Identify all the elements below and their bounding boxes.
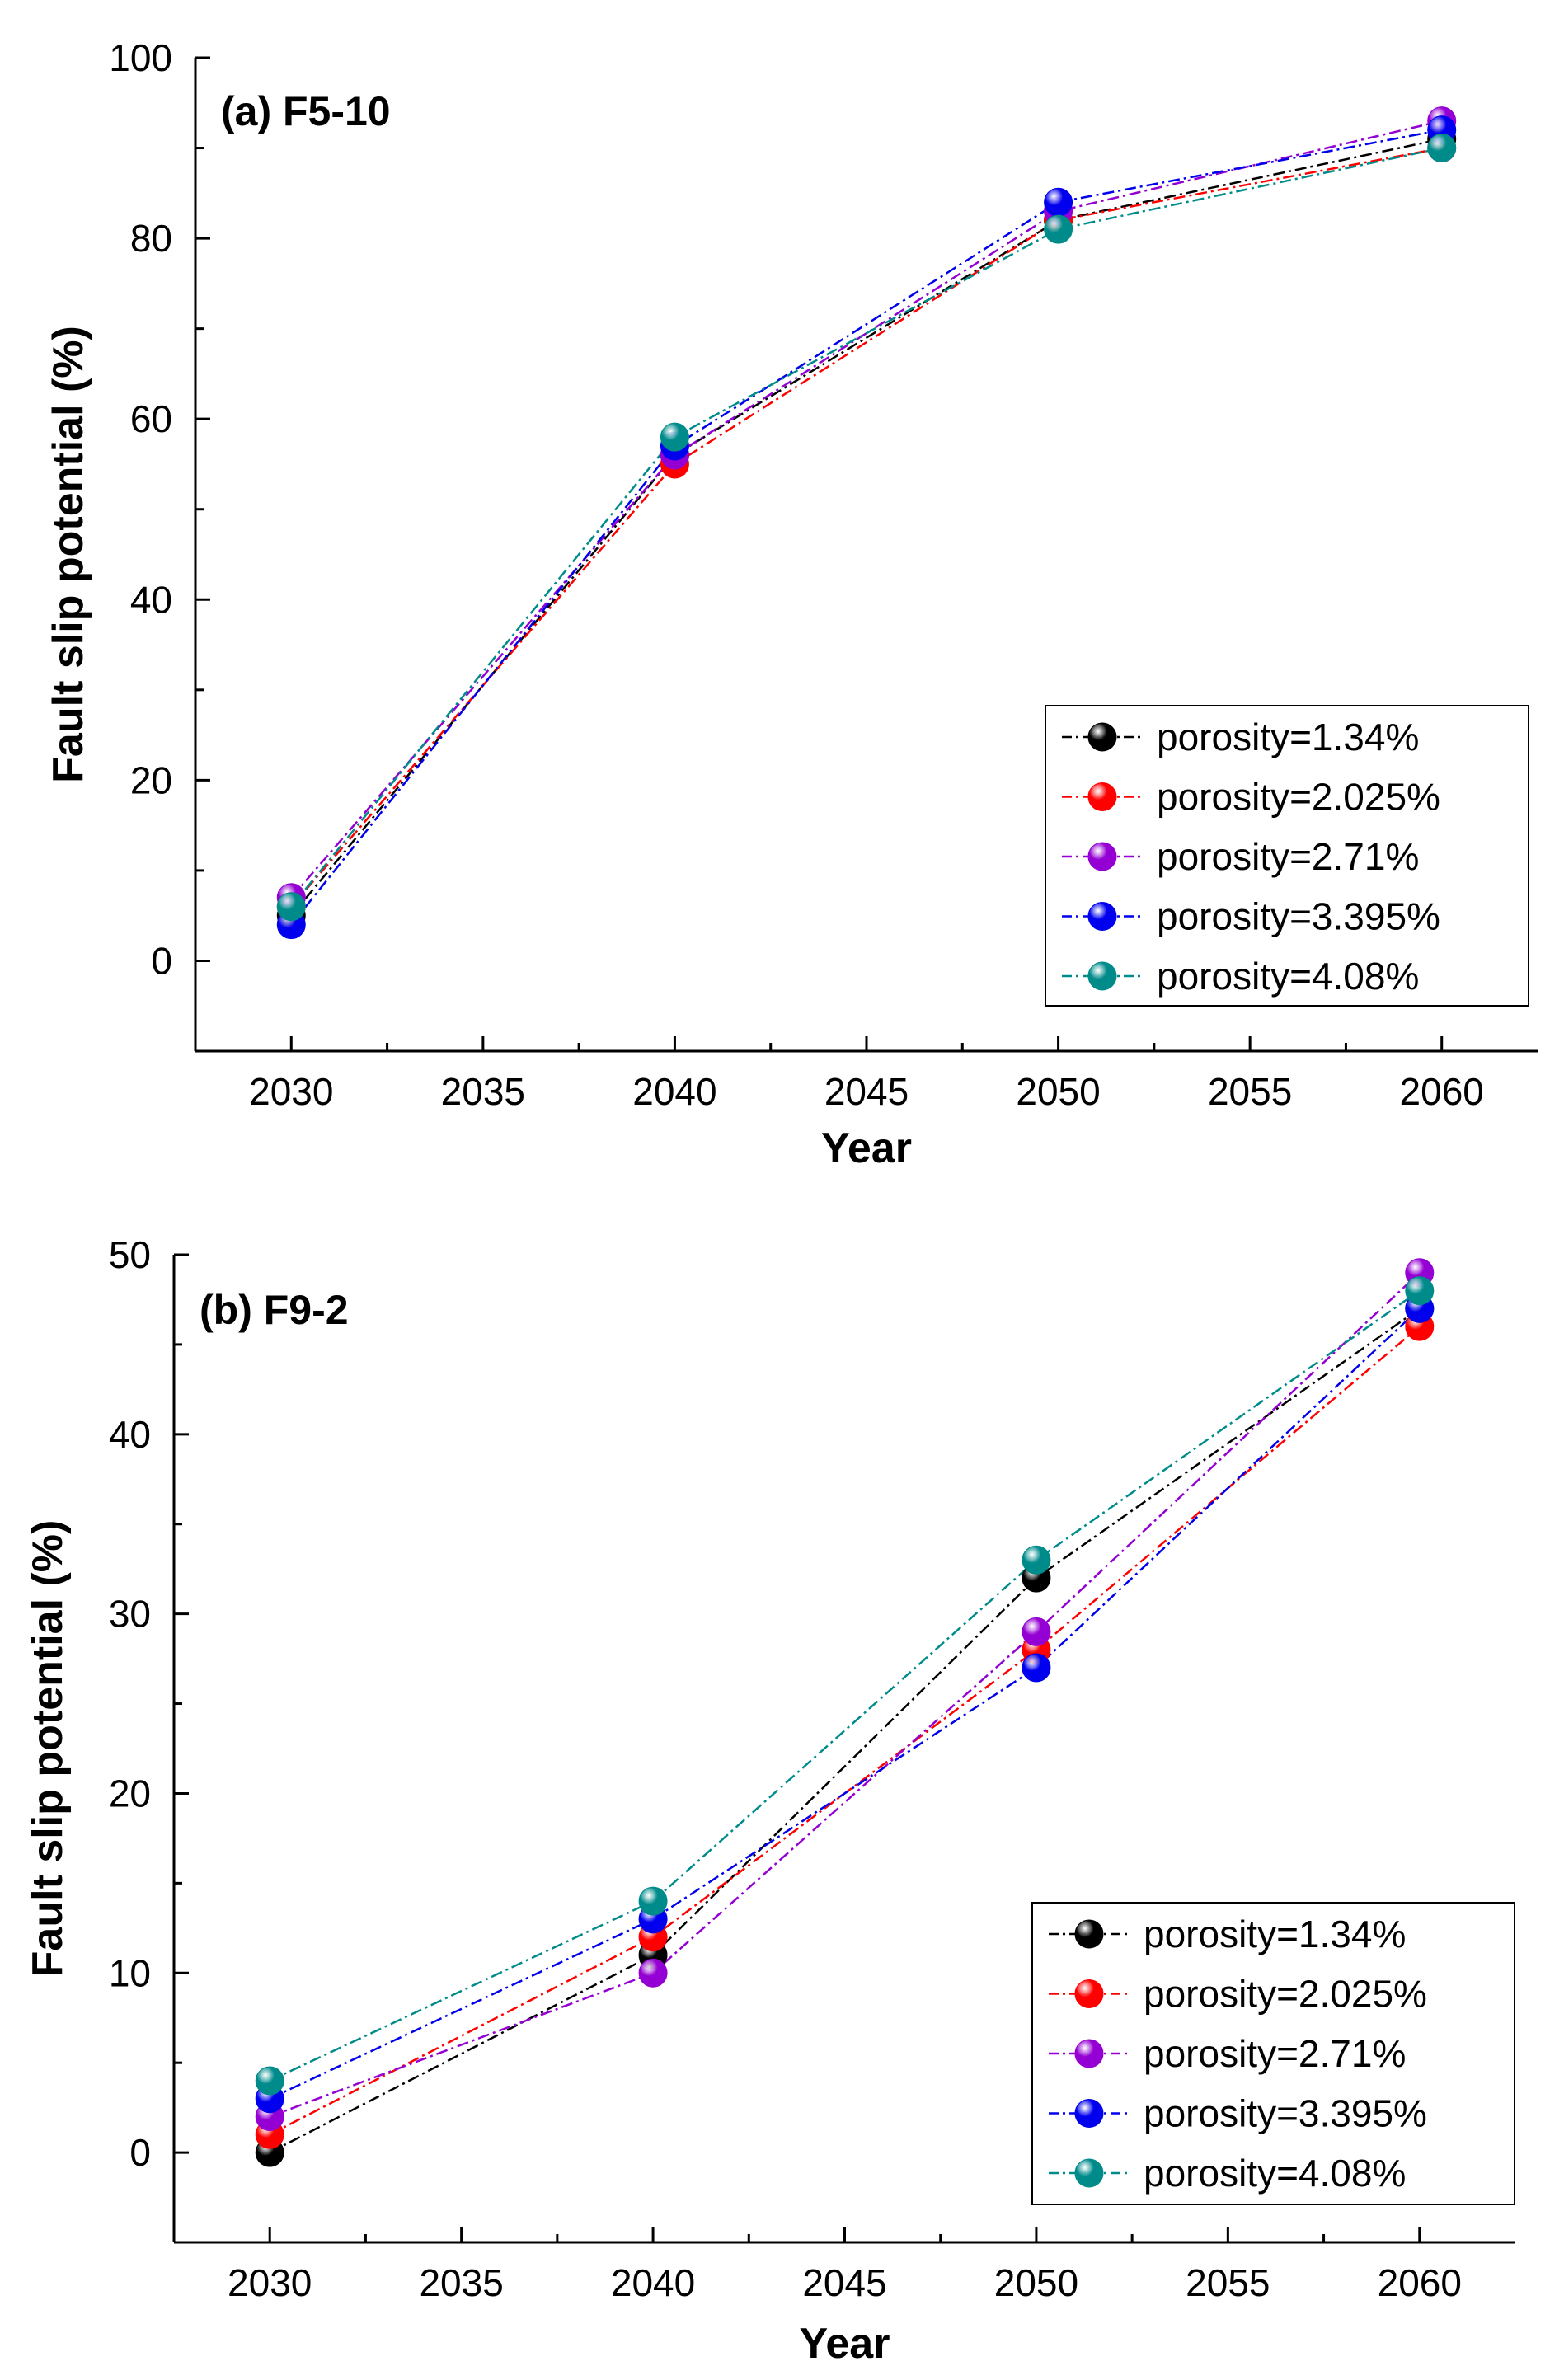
series-line-5: [290, 147, 1442, 908]
y-tick-label: 20: [130, 758, 172, 801]
x-tick-label: 2050: [1016, 1070, 1100, 1113]
legend-label-2: porosity=2.025%: [1144, 1973, 1427, 2016]
y-tick-label: 10: [109, 1951, 151, 1994]
legend-label-2: porosity=2.025%: [1157, 776, 1440, 819]
legend-marker-5: [1087, 961, 1117, 991]
series-line-4: [290, 129, 1442, 926]
data-point-series-5: [1405, 1276, 1435, 1306]
legend-marker-5: [1074, 2158, 1104, 2188]
legend-marker-1: [1074, 1919, 1104, 1949]
legend-label-1: porosity=1.34%: [1144, 1913, 1406, 1955]
x-axis-title: Year: [800, 2320, 890, 2368]
y-tick-label: 20: [109, 1772, 151, 1814]
y-tick-label: 50: [109, 1233, 151, 1276]
chart-title: (b) F9-2: [200, 1287, 349, 1333]
series-line-4: [269, 1307, 1421, 2100]
x-tick-label: 2040: [632, 1070, 716, 1113]
legend-marker-4: [1074, 2099, 1104, 2128]
legend-marker-4: [1087, 902, 1117, 931]
legend-label-5: porosity=4.08%: [1157, 955, 1419, 998]
data-point-series-5: [638, 1886, 668, 1916]
legend-marker-3: [1087, 842, 1117, 871]
legend-label-3: porosity=2.71%: [1144, 2032, 1406, 2075]
chart-panel-a: 2030 2035 2040 2045 2050 2055 2060 0 20 40 60 80 100…: [0, 0, 1564, 1187]
x-tick-label: 2045: [802, 2261, 886, 2304]
legend-marker-2: [1087, 782, 1117, 811]
data-point-series-5: [660, 422, 689, 452]
chart-title: (a) F5-10: [221, 88, 391, 134]
y-tick-label: 30: [109, 1593, 151, 1636]
y-tick-label: 0: [129, 2131, 151, 2174]
chart-b-svg: 2030 2035 2040 2045 2050 2055 206001020304050Y…: [24, 1233, 1515, 2368]
y-tick-label: 60: [130, 397, 172, 440]
x-tick-label: 2035: [441, 1070, 525, 1113]
x-tick-label: 2030: [228, 2261, 312, 2304]
data-point-series-4: [1022, 1653, 1051, 1683]
legend-marker-3: [1074, 2039, 1104, 2068]
legend-label-5: porosity=4.08%: [1144, 2152, 1406, 2195]
legend-label-3: porosity=2.71%: [1157, 835, 1419, 878]
legend-label-4: porosity=3.395%: [1157, 895, 1440, 938]
y-axis-title: Fault slip potential (%): [24, 1520, 72, 1978]
x-axis-title: Year: [821, 1124, 912, 1172]
x-tick-label: 2030: [249, 1070, 333, 1113]
series-line-3: [269, 1271, 1421, 2118]
series-line-5: [269, 1289, 1421, 2082]
x-tick-label: 2055: [1186, 2261, 1270, 2304]
x-tick-label: 2035: [419, 2261, 503, 2304]
legend-marker-1: [1087, 722, 1117, 752]
data-point-series-3: [638, 1958, 668, 1988]
x-tick-label: 2050: [994, 2261, 1078, 2304]
x-tick-label: 2060: [1400, 1070, 1484, 1113]
x-tick-label: 2045: [824, 1070, 909, 1113]
data-point-series-5: [276, 892, 306, 922]
y-tick-label: 40: [109, 1413, 151, 1456]
x-tick-label: 2040: [611, 2261, 695, 2304]
y-tick-label: 40: [130, 578, 172, 621]
data-point-series-5: [1044, 214, 1073, 244]
y-tick-label: 100: [109, 36, 172, 79]
data-point-series-5: [255, 2066, 284, 2096]
y-tick-label: 0: [151, 939, 172, 982]
x-tick-label: 2055: [1208, 1070, 1292, 1113]
series-line-1: [269, 1307, 1421, 2154]
y-axis-title: Fault slip potential (%): [45, 326, 92, 783]
y-tick-label: 80: [130, 217, 172, 260]
x-tick-label: 2060: [1378, 2261, 1462, 2304]
legend-label-1: porosity=1.34%: [1157, 716, 1419, 758]
data-point-series-5: [1427, 134, 1457, 163]
data-point-series-3: [1022, 1617, 1051, 1646]
chart-panel-b: 2030 2035 2040 2045 2050 2055 2060 0 10 20 30 40 50 Y…: [0, 1187, 1564, 2380]
legend-marker-2: [1074, 1979, 1104, 2008]
data-point-series-4: [1044, 187, 1073, 217]
data-point-series-5: [1022, 1545, 1051, 1575]
legend-label-4: porosity=3.395%: [1144, 2092, 1427, 2135]
chart-a-svg: 2030 2035 2040 2045 2050 2055 2060020406080100…: [45, 36, 1538, 1172]
